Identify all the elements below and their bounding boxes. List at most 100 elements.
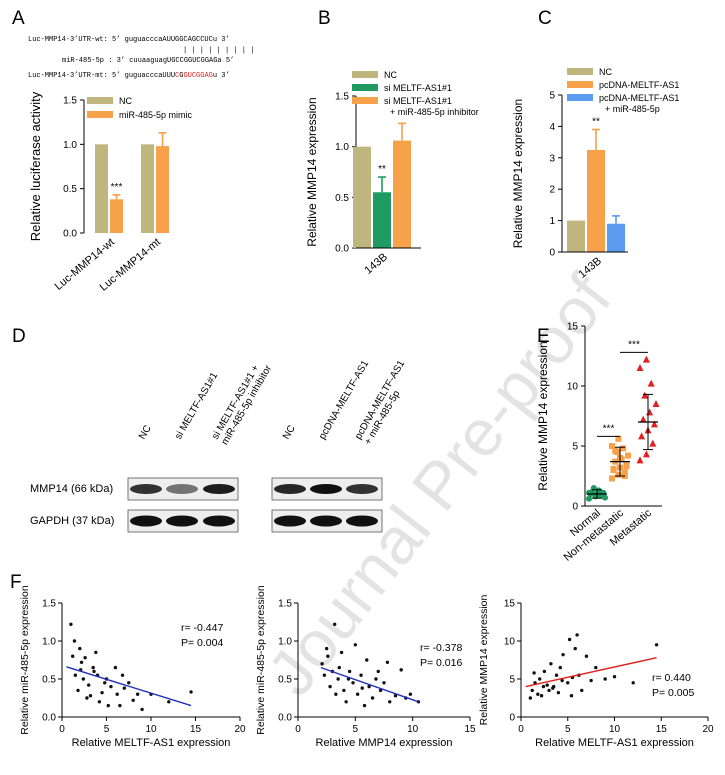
data-point (360, 686, 364, 690)
data-point (536, 692, 540, 696)
data-point (558, 665, 562, 670)
y-axis-label: Relative MMP14 expression (305, 97, 319, 246)
data-point (320, 662, 324, 666)
x-tick-label: 5 (353, 724, 359, 735)
y-tick-label: 2 (549, 185, 555, 196)
data-point (140, 707, 144, 712)
y-axis-label: Relative MMP14 expression (478, 594, 490, 725)
data-point (83, 656, 87, 660)
data-point (109, 684, 113, 689)
data-point (542, 669, 547, 674)
legend-swatch (87, 111, 113, 118)
data-point (347, 669, 352, 674)
blot-band (346, 515, 378, 527)
y-tick-label: 1.0 (63, 140, 77, 151)
data-point (189, 690, 193, 694)
stat-p: P= 0.004 (181, 637, 223, 649)
mt-seq-mid: G (179, 72, 183, 80)
blot-band (203, 484, 235, 494)
data-point (642, 355, 650, 363)
data-point (642, 450, 650, 458)
panel-label-b: B (318, 8, 331, 29)
data-point (118, 703, 122, 708)
data-point (113, 665, 118, 670)
bar (110, 199, 123, 233)
data-point (580, 688, 584, 693)
x-tick-label: 10 (407, 724, 419, 735)
data-point (539, 694, 544, 698)
blot-row-label: MMP14 (66 kDa) (30, 483, 113, 495)
mt-seq-suffix: u 3’ (213, 72, 230, 80)
data-point (561, 652, 565, 657)
data-point (72, 639, 77, 643)
legend-label: si MELTF-AS1#1 (384, 96, 452, 106)
y-tick-label: 1.5 (42, 599, 56, 610)
bar (567, 220, 585, 252)
data-point (388, 700, 392, 704)
data-point (115, 692, 119, 696)
y-tick-label: 10 (504, 637, 516, 648)
data-point (362, 703, 367, 708)
data-point (584, 654, 589, 658)
wt-sequence: Luc-MMP14-3’UTR-wt: 5’ guguacccaAUUGGCAG… (28, 36, 230, 44)
data-point (589, 678, 593, 683)
data-point (586, 489, 592, 496)
data-point (326, 654, 330, 658)
blot-band (166, 515, 198, 527)
regression-line (525, 657, 657, 688)
data-point (376, 669, 380, 674)
y-tick-label: 5 (549, 91, 555, 102)
y-tick-label: 0.5 (335, 193, 349, 204)
stat-r: r= 0.440 (652, 672, 691, 684)
data-point (365, 658, 369, 662)
data-point (560, 678, 564, 683)
data-point (532, 671, 536, 675)
data-point (88, 694, 93, 698)
data-point (106, 703, 110, 708)
data-point (408, 692, 413, 696)
data-point (652, 400, 660, 407)
y-axis-label: Relative miR-485-5p expression (19, 585, 31, 735)
y-tick-label: 10 (567, 382, 579, 393)
legend-swatch (352, 71, 378, 78)
data-point (551, 686, 555, 690)
data-point (575, 633, 579, 637)
data-point (636, 456, 644, 464)
data-point (541, 684, 546, 689)
legend-label-cont: + miR-485-5p inhibitor (390, 107, 479, 117)
x-tick-label: 15 (464, 724, 476, 735)
data-point (324, 646, 329, 651)
sequence-alignment: Luc-MMP14-3’UTR-wt: 5’ guguacccaAUUGGCAG… (28, 36, 254, 80)
chart-f2-correlation: 0.0 0.5 1.0 1.5 0 5 10 15 Relative MMP14 express… (255, 585, 476, 749)
stat-p: P= 0.005 (652, 687, 694, 699)
data-point (70, 654, 75, 658)
data-point (328, 684, 332, 689)
y-tick-label: 0 (509, 713, 515, 724)
y-tick-label: 3 (549, 153, 555, 164)
lane-label: NC (281, 423, 298, 441)
legend-label: NC (599, 67, 612, 77)
legend-swatch (87, 97, 113, 104)
data-point (69, 622, 73, 626)
chart-f3-correlation: 0 5 10 15 0 5 10 15 20 Relative MELTF-AS1 express… (478, 594, 714, 749)
y-tick-label: 0.5 (278, 675, 292, 686)
data-point (131, 698, 135, 702)
panel-label-d: D (12, 326, 26, 347)
data-point (650, 420, 658, 428)
data-point (528, 696, 533, 700)
data-point (79, 660, 84, 664)
data-point (334, 692, 338, 696)
blot-band (130, 484, 162, 494)
data-point (631, 681, 635, 685)
legend-label: si MELTF-AS1#1 (384, 83, 452, 93)
x-tick-label: 143B (363, 251, 390, 277)
data-point (649, 439, 657, 447)
stat-p: P= 0.016 (420, 657, 462, 669)
data-point (97, 700, 102, 704)
bar (353, 146, 371, 248)
data-point (76, 688, 80, 693)
data-point (615, 435, 622, 442)
data-point (92, 669, 96, 674)
stat-r: r= -0.378 (420, 642, 462, 654)
